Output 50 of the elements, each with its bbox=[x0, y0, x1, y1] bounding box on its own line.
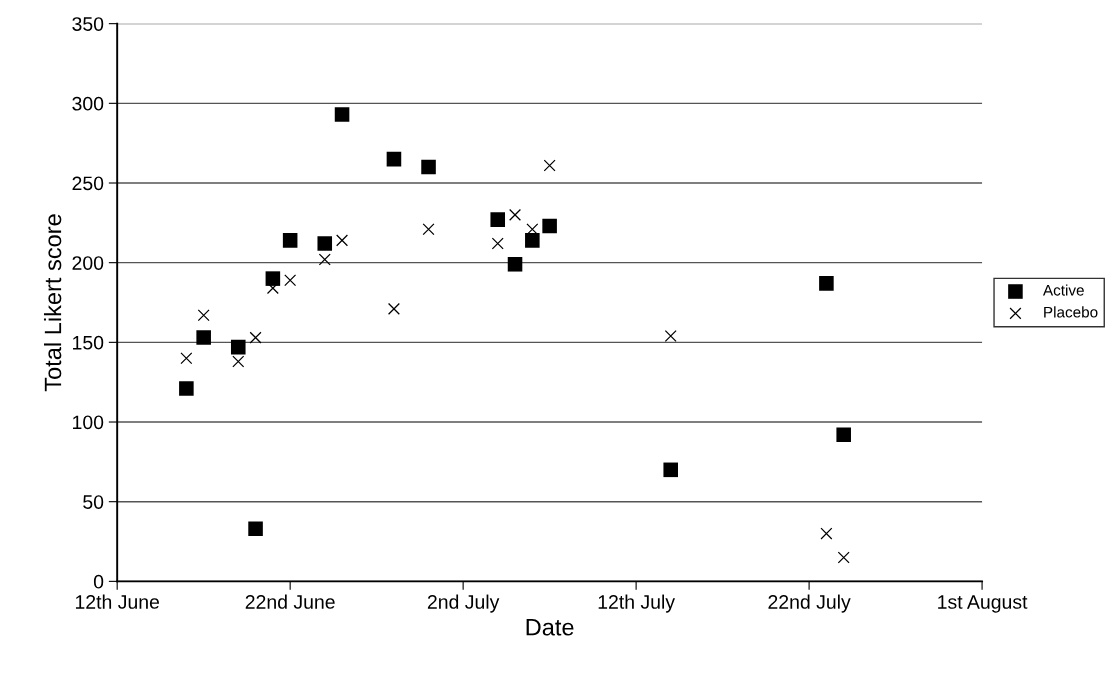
y-tick-label: 50 bbox=[83, 495, 104, 509]
point bbox=[837, 551, 850, 564]
point bbox=[509, 208, 522, 221]
y-tick-label: 0 bbox=[93, 574, 104, 589]
point bbox=[179, 381, 194, 396]
y-axis-title: Total Likert score bbox=[43, 214, 62, 392]
y-tick-label: 100 bbox=[73, 415, 104, 430]
point bbox=[387, 302, 400, 315]
x-axis-title: Date bbox=[526, 619, 574, 636]
point bbox=[284, 274, 297, 287]
point bbox=[421, 159, 436, 175]
y-tick-label: 150 bbox=[73, 335, 104, 350]
point bbox=[386, 151, 402, 167]
point bbox=[197, 309, 210, 322]
point bbox=[317, 236, 333, 251]
point bbox=[820, 527, 833, 540]
point bbox=[282, 233, 298, 248]
x-tick-label: 1st August bbox=[938, 595, 1028, 613]
point bbox=[491, 237, 504, 250]
point bbox=[318, 253, 331, 266]
y-tick-label: 250 bbox=[72, 176, 104, 191]
x-tick-label: 2nd July bbox=[427, 594, 500, 613]
y-tick-label: 300 bbox=[72, 96, 104, 111]
point bbox=[542, 218, 557, 234]
point bbox=[230, 339, 246, 355]
point bbox=[265, 271, 281, 286]
point bbox=[819, 276, 834, 291]
y-tick-label: 200 bbox=[72, 256, 104, 270]
point bbox=[196, 330, 211, 345]
point bbox=[336, 234, 349, 247]
x-tick-label: 22nd June bbox=[245, 594, 335, 609]
point bbox=[334, 107, 350, 122]
y-tick-label: 350 bbox=[72, 17, 104, 31]
point bbox=[543, 159, 556, 172]
x-tick-label: 12th July bbox=[598, 594, 675, 613]
point bbox=[249, 331, 262, 344]
legend-label: Active bbox=[1042, 284, 1084, 296]
x-tick-label: 12th June bbox=[75, 594, 160, 609]
point bbox=[232, 355, 245, 368]
point bbox=[248, 521, 263, 537]
point bbox=[525, 233, 540, 248]
point bbox=[836, 427, 851, 443]
legend-label: Placebo bbox=[1044, 306, 1098, 318]
point bbox=[490, 212, 506, 227]
point bbox=[664, 329, 677, 342]
point bbox=[663, 462, 678, 478]
point bbox=[422, 223, 435, 236]
x-tick-label: 22nd July bbox=[768, 594, 851, 613]
point bbox=[507, 256, 523, 272]
point bbox=[180, 352, 193, 365]
